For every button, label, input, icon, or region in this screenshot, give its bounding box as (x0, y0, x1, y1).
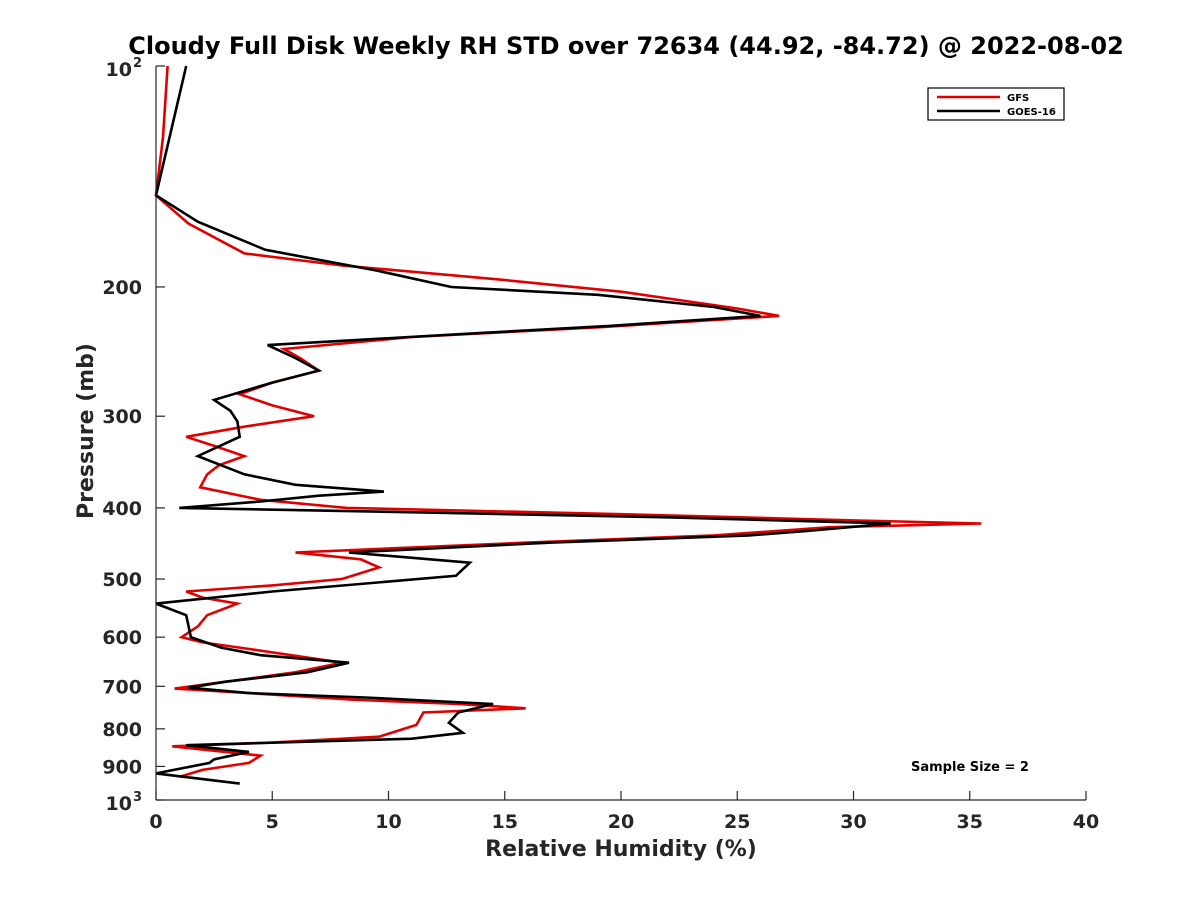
legend-box (927, 87, 1065, 121)
x-tick-label: 15 (492, 811, 518, 833)
y-tick-label: 600 (102, 627, 142, 649)
x-tick-label: 20 (608, 811, 634, 833)
series-layer (154, 65, 982, 785)
y-tick-label: 400 (102, 498, 142, 520)
y-tick-label: 200 (102, 277, 142, 299)
legend-label-gfs: GFS (1007, 93, 1029, 104)
y-tick-label: 300 (102, 406, 142, 428)
x-tick-label: 25 (724, 811, 750, 833)
y-tick-label: 10 (106, 59, 132, 81)
y-tick-label: 10 (106, 793, 132, 815)
y-tick-label-exponent: 3 (133, 790, 142, 805)
legend: GFS GOES-16 (927, 87, 1065, 121)
x-tick-label: 0 (149, 811, 162, 833)
x-axis-ticks: 0 5 10 15 20 25 30 35 40 (149, 791, 1099, 833)
x-tick-label: 10 (375, 811, 401, 833)
y-tick-label: 800 (102, 719, 142, 741)
x-tick-label: 5 (266, 811, 279, 833)
y-tick-label: 500 (102, 569, 142, 591)
legend-label-goes16: GOES-16 (1007, 107, 1056, 118)
y-axis-label: Pressure (mb) (74, 343, 99, 519)
y-tick-label-exponent: 2 (133, 56, 142, 71)
x-tick-label: 35 (957, 811, 983, 833)
y-tick-label: 700 (102, 676, 142, 698)
x-tick-label: 40 (1073, 811, 1099, 833)
sample-size-annotation: Sample Size = 2 (911, 760, 1029, 775)
y-tick-label: 900 (102, 756, 142, 778)
x-tick-label: 30 (840, 811, 866, 833)
series-line-goes16 (154, 65, 891, 785)
x-axis-label: Relative Humidity (%) (485, 837, 757, 862)
chart-title: Cloudy Full Disk Weekly RH STD over 7263… (128, 32, 1124, 60)
plot-area (156, 66, 1086, 800)
